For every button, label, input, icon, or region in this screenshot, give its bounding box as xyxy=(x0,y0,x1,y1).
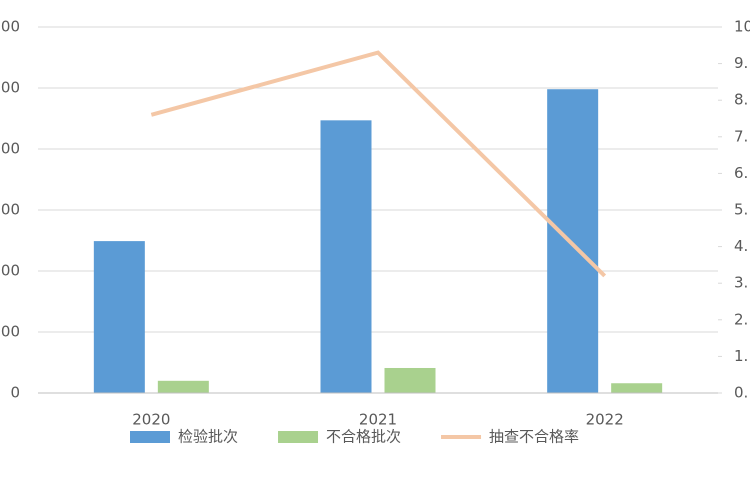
y-tick-label: 0 xyxy=(10,384,20,402)
bar xyxy=(93,241,145,393)
bar xyxy=(157,380,209,393)
y-tick-label: 00 xyxy=(1,262,20,280)
y2-tick-label: 8. xyxy=(734,91,748,109)
y2-tick-label: 7. xyxy=(734,127,748,145)
y2-tick-label: 1. xyxy=(734,347,748,365)
legend-swatch xyxy=(130,431,170,443)
y2-tick-label: 0. xyxy=(734,384,748,402)
x-tick-label: 2022 xyxy=(586,411,624,429)
legend-label: 抽查不合格率 xyxy=(489,428,579,446)
y2-tick-label: 2. xyxy=(734,310,748,328)
bar xyxy=(611,383,663,393)
y2-tick-label: 3. xyxy=(734,274,748,292)
bar xyxy=(547,89,599,393)
y-tick-label: 00 xyxy=(1,323,20,341)
y-tick-label: 00 xyxy=(1,140,20,158)
x-tick-label: 2021 xyxy=(359,411,397,429)
y2-tick-label: 10 xyxy=(734,18,750,36)
y2-tick-label: 9. xyxy=(734,54,748,72)
bar xyxy=(384,367,436,393)
y-tick-label: 00 xyxy=(1,18,20,36)
y-tick-label: 00 xyxy=(1,201,20,219)
y2-tick-label: 6. xyxy=(734,164,748,182)
bar xyxy=(320,120,372,393)
y2-tick-label: 4. xyxy=(734,237,748,255)
legend-label: 不合格批次 xyxy=(326,428,401,446)
y-tick-label: 00 xyxy=(1,79,20,97)
legend-swatch xyxy=(278,431,319,443)
y2-tick-label: 5. xyxy=(734,201,748,219)
x-tick-label: 2020 xyxy=(132,411,170,429)
legend-label: 检验批次 xyxy=(178,428,238,446)
line xyxy=(150,50,607,278)
